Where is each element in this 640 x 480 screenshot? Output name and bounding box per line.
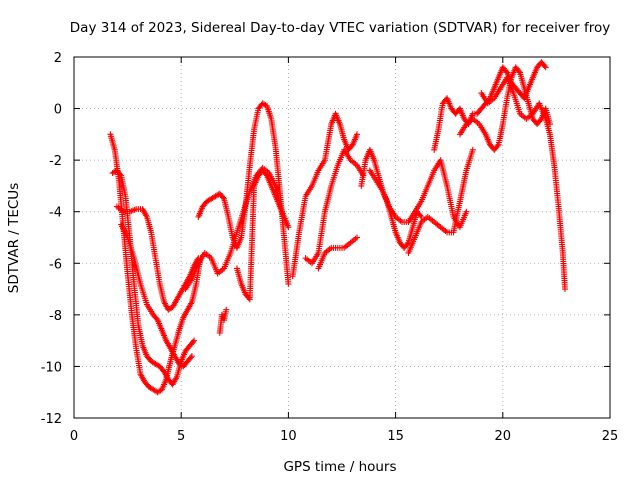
data-points bbox=[107, 59, 568, 396]
data-point bbox=[354, 131, 361, 138]
data-point bbox=[245, 295, 252, 302]
data-point bbox=[417, 212, 424, 219]
y-tick-label: -2 bbox=[49, 154, 62, 169]
data-point bbox=[561, 286, 568, 293]
y-tick-label: -6 bbox=[49, 257, 62, 272]
series-track-b bbox=[109, 167, 198, 388]
series-track-q bbox=[478, 74, 568, 293]
data-point bbox=[189, 338, 196, 345]
y-axis-label: SDTVAR / TECUs bbox=[6, 183, 22, 293]
data-point bbox=[463, 208, 470, 215]
y-tick-label: -12 bbox=[41, 412, 62, 427]
series-track-j bbox=[302, 146, 367, 267]
data-point bbox=[348, 142, 355, 149]
series-track-k bbox=[315, 234, 361, 272]
data-point bbox=[494, 142, 501, 149]
x-tick-label: 10 bbox=[280, 429, 297, 444]
series-track-i bbox=[289, 110, 361, 280]
y-tick-label: -4 bbox=[49, 206, 62, 221]
data-point bbox=[285, 280, 292, 287]
x-tick-label: 15 bbox=[387, 429, 404, 444]
series-track-n bbox=[405, 146, 476, 256]
data-point bbox=[404, 240, 411, 247]
data-point bbox=[541, 63, 548, 70]
data-point bbox=[285, 224, 292, 231]
y-axis-ticks: -12 -10 -8 -6 -4 -2 0 2 bbox=[41, 51, 610, 427]
plot-frame bbox=[73, 56, 611, 419]
data-point bbox=[187, 354, 194, 361]
data-point bbox=[223, 306, 230, 313]
data-point bbox=[153, 315, 160, 322]
data-point bbox=[542, 64, 549, 71]
y-tick-label: -8 bbox=[49, 309, 62, 324]
series-track-h bbox=[216, 306, 230, 336]
x-tick-label: 20 bbox=[495, 429, 512, 444]
data-point bbox=[503, 68, 510, 75]
data-point bbox=[537, 117, 544, 124]
y-tick-label: 0 bbox=[54, 103, 62, 118]
data-point bbox=[469, 146, 476, 153]
data-point bbox=[188, 353, 195, 360]
series-track-f bbox=[182, 164, 285, 293]
x-tick-label: 5 bbox=[177, 429, 185, 444]
y-tick-label: -10 bbox=[41, 360, 62, 375]
series-track-a bbox=[107, 131, 204, 396]
data-point bbox=[515, 68, 522, 75]
series-track-o bbox=[431, 59, 549, 153]
chart-title: Day 314 of 2023, Sidereal Day-to-day VTE… bbox=[70, 20, 610, 36]
data-point bbox=[220, 194, 227, 201]
x-tick-label: 25 bbox=[602, 429, 619, 444]
data-point bbox=[191, 337, 198, 344]
series-track-l bbox=[358, 146, 425, 251]
data-point bbox=[418, 213, 425, 220]
data-point bbox=[354, 234, 361, 241]
x-tick-label: 0 bbox=[70, 429, 78, 444]
series-track-g bbox=[233, 167, 292, 303]
x-axis-label: GPS time / hours bbox=[283, 459, 396, 475]
series-track-m bbox=[366, 157, 470, 231]
x-axis-ticks: 0 5 10 15 20 25 bbox=[70, 57, 618, 444]
y-tick-label: 2 bbox=[54, 51, 62, 66]
series-track-p bbox=[456, 64, 553, 153]
series-track-d bbox=[118, 221, 195, 370]
data-point bbox=[117, 171, 124, 178]
data-point bbox=[262, 171, 269, 178]
